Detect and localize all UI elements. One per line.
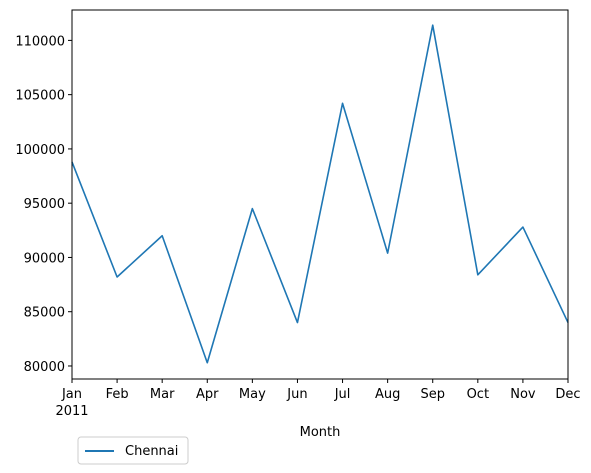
x-axis-label: Month [300,425,341,440]
x-tick-label: Jun [286,387,307,402]
x-tick-label: Sep [420,387,445,402]
x-tick-label: Mar [150,387,175,402]
y-tick-label: 105000 [15,89,65,104]
series-lines [71,24,569,364]
x-year-label: 2011 [55,404,88,419]
y-tick-label: 80000 [24,360,65,375]
legend-label-chennai: Chennai [125,444,178,459]
x-tick-label: Apr [196,387,219,402]
y-tick-label: 100000 [15,143,65,158]
y-tick-label: 85000 [24,306,65,321]
x-tick-label: Feb [106,387,129,402]
x-tick-label: Aug [375,387,400,402]
axes [71,9,569,380]
x-axis-ticks: Jan Feb Mar Apr May Jun Jul Aug Sep Oct Nov Dec [61,379,581,402]
legend-box [77,436,189,465]
y-tick-label: 95000 [24,197,65,212]
legend: Chennai [77,436,189,465]
plot-area [72,10,568,379]
y-tick-label: 110000 [15,34,65,49]
x-tick-label: Jan [61,387,82,402]
y-axis-ticks: 80000 85000 90000 95000 100000 105000 110000 [15,34,72,375]
series-line-chennai [71,24,569,364]
x-tick-label: Oct [467,387,489,402]
y-tick-label: 90000 [24,251,65,266]
x-tick-label: Jul [334,387,351,402]
x-tick-label: Dec [555,387,580,402]
x-tick-label: May [239,387,266,402]
x-tick-label: Nov [510,387,536,402]
plot-background [72,10,568,379]
axes-frame [71,9,569,380]
